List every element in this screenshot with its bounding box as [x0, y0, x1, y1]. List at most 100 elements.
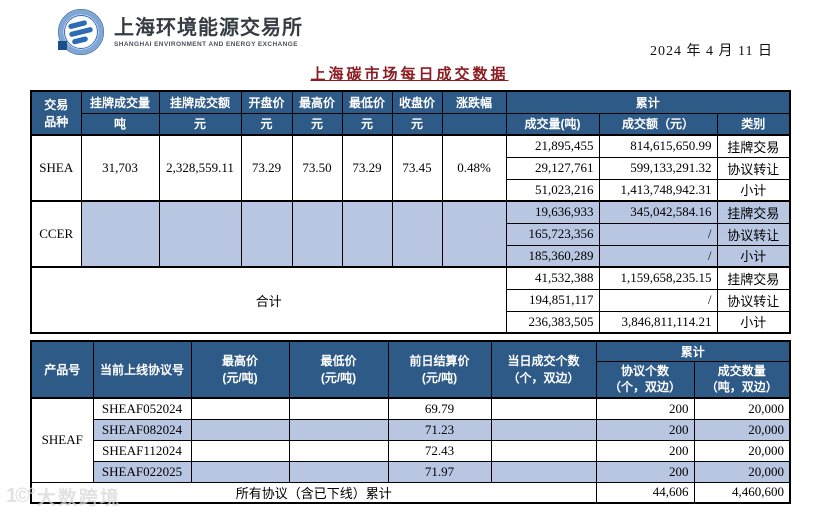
contract-high — [190, 439, 290, 462]
ccer-cum-cat-negotiated: 协议转让 — [716, 222, 791, 246]
header-p2-cumulative: 累计 — [595, 340, 791, 362]
unit-low-price: 元 — [341, 112, 393, 136]
shea-cum-cat-subtotal: 小计 — [716, 178, 791, 202]
header-cum-qty-unit: （吨，双边） — [705, 380, 778, 395]
contract-low — [288, 418, 389, 441]
header-cum-qty: 成交数量 （吨，双边） — [693, 360, 791, 399]
shea-cum-volume-subtotal: 51,023,216 — [505, 178, 600, 202]
contract-low — [288, 439, 389, 462]
header-prev-settle-label: 前日结算价 — [409, 354, 470, 369]
shea-listed-volume: 31,703 — [80, 134, 160, 202]
header-cum-qty-label: 成交数量 — [717, 364, 766, 379]
header-p2-low-label: 最低价 — [320, 354, 357, 369]
org-name-block: 上海环境能源交易所 SHANGHAI ENVIRONMENT AND ENERG… — [114, 17, 303, 48]
org-name-en: SHANGHAI ENVIRONMENT AND ENERGY EXCHANGE — [114, 40, 298, 48]
contract-today-count — [490, 418, 597, 441]
contract-settle: 69.79 — [387, 397, 492, 420]
shea-low: 73.29 — [341, 134, 393, 202]
shea-cum-cat-listed: 挂牌交易 — [716, 134, 791, 158]
shea-cum-volume-negotiated: 29,127,761 — [505, 156, 600, 180]
header-cum-count: 协议个数 （个，双边） — [595, 360, 695, 399]
header-prev-settle: 前日结算价 (元/吨) — [387, 340, 492, 399]
header-cum-category: 类别 — [716, 112, 791, 136]
header-prev-settle-unit: (元/吨) — [421, 370, 458, 385]
ccer-cum-volume-subtotal: 185,360,289 — [505, 244, 600, 268]
all-protocol-cum-count: 44,606 — [595, 481, 695, 504]
ccer-open — [240, 200, 293, 268]
header-product-no: 产品号 — [30, 340, 94, 399]
header-open-price: 开盘价 — [240, 90, 293, 114]
exchange-logo-icon — [57, 8, 105, 56]
header-product-type-line2: 品种 — [44, 115, 69, 129]
ccer-cum-volume-negotiated: 165,723,356 — [505, 222, 600, 246]
ccer-close — [391, 200, 443, 268]
total-label: 合计 — [30, 266, 507, 334]
shea-cum-amount-subtotal: 1,413,748,942.31 — [598, 178, 718, 202]
product-ccer: CCER — [30, 200, 82, 268]
contract-cum-qty: 20,000 — [693, 397, 791, 420]
product-shea: SHEA — [30, 134, 82, 202]
page-title: 上海碳市场每日成交数据 — [310, 67, 509, 83]
header-cumulative: 累计 — [505, 90, 791, 114]
header-listed-volume: 挂牌成交量 — [80, 90, 160, 114]
header-close-price: 收盘价 — [391, 90, 443, 114]
daily-trading-table: 交易 品种 挂牌成交量 挂牌成交额 开盘价 最高价 最低价 收盘价 涨跌幅 累计… — [30, 90, 792, 334]
contract-low — [288, 397, 389, 420]
contract-cum-qty: 20,000 — [693, 439, 791, 462]
contract-high — [190, 418, 290, 441]
ccer-cum-volume-listed: 19,636,933 — [505, 200, 600, 224]
contract-no: SHEAF112024 — [92, 439, 192, 462]
header-p2-low: 最低价 (元/吨) — [288, 340, 389, 399]
ccer-cum-cat-listed: 挂牌交易 — [716, 200, 791, 224]
header-today-count-label: 当日成交个数 — [507, 354, 580, 369]
total-cum-cat-negotiated: 协议转让 — [716, 288, 791, 312]
shea-cum-volume-listed: 21,895,455 — [505, 134, 600, 158]
shea-close: 73.45 — [391, 134, 443, 202]
shea-cum-amount-negotiated: 599,133,291.32 — [598, 156, 718, 180]
header-cum-volume: 成交量(吨) — [505, 112, 600, 136]
contract-low — [288, 460, 389, 483]
header-listed-amount: 挂牌成交额 — [158, 90, 242, 114]
total-cum-cat-subtotal: 小计 — [716, 310, 791, 334]
unit-listed-amount: 元 — [158, 112, 242, 136]
shea-cum-amount-listed: 814,615,650.99 — [598, 134, 718, 158]
all-protocol-footer-label: 所有协议（含已下线）累计 — [30, 481, 597, 504]
header-high-price: 最高价 — [291, 90, 343, 114]
contract-settle: 71.23 — [387, 418, 492, 441]
contract-no: SHEAF082024 — [92, 418, 192, 441]
ccer-change — [441, 200, 507, 268]
protocol-table: 产品号 当前上线协议号 最高价 (元/吨) 最低价 (元/吨) 前日结算价 (元… — [30, 340, 792, 504]
header-p2-high-label: 最高价 — [221, 354, 258, 369]
ccer-cum-amount-negotiated: / — [598, 222, 718, 246]
unit-listed-volume: 吨 — [80, 112, 160, 136]
unit-close-price: 元 — [391, 112, 443, 136]
shea-listed-amount: 2,328,559.11 — [158, 134, 242, 202]
contract-high — [190, 460, 290, 483]
org-name-cn: 上海环境能源交易所 — [114, 16, 303, 39]
contract-cum-count: 200 — [595, 460, 695, 483]
unit-high-price: 元 — [291, 112, 343, 136]
unit-open-price: 元 — [240, 112, 293, 136]
total-cum-volume-listed: 41,532,388 — [505, 266, 600, 290]
header-cum-count-label: 协议个数 — [620, 364, 669, 379]
header-p2-low-unit: (元/吨) — [320, 370, 357, 385]
contract-no: SHEAF052024 — [92, 397, 192, 420]
contract-today-count — [490, 397, 597, 420]
masthead: 上海环境能源交易所 SHANGHAI ENVIRONMENT AND ENERG… — [57, 8, 303, 56]
total-cum-cat-listed: 挂牌交易 — [716, 266, 791, 290]
total-cum-volume-subtotal: 236,383,505 — [505, 310, 600, 334]
contract-today-count — [490, 460, 597, 483]
header-today-count: 当日成交个数 （个，双边） — [490, 340, 597, 399]
all-protocol-cum-qty: 4,460,600 — [693, 481, 791, 504]
header-product-type: 交易 品种 — [30, 90, 82, 136]
header-product-type-line1: 交易 — [44, 98, 69, 112]
header-p2-high-unit: (元/吨) — [222, 370, 258, 385]
shea-high: 73.50 — [291, 134, 343, 202]
contract-high — [190, 397, 290, 420]
header-change-pct: 涨跌幅 — [441, 90, 507, 114]
shea-cum-cat-negotiated: 协议转让 — [716, 156, 791, 180]
contract-cum-qty: 20,000 — [693, 418, 791, 441]
shea-open: 73.29 — [240, 134, 293, 202]
contract-today-count — [490, 439, 597, 462]
